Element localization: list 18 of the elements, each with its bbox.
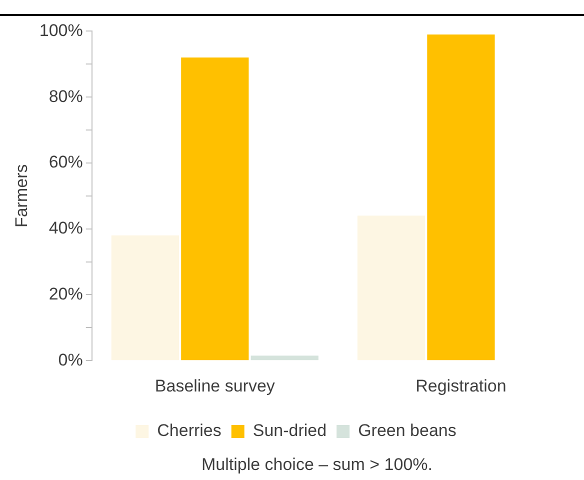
bar bbox=[181, 58, 249, 360]
y-tick-label: 60% bbox=[48, 152, 83, 172]
bar bbox=[357, 216, 426, 360]
legend-label: Green beans bbox=[358, 421, 456, 440]
bar bbox=[427, 34, 495, 360]
legend-label: Sun-dried bbox=[252, 421, 327, 440]
y-tick-label: 100% bbox=[39, 20, 83, 40]
legend-label: Cherries bbox=[157, 421, 222, 440]
x-tick-label: Registration bbox=[416, 376, 506, 396]
y-tick-label: 40% bbox=[48, 218, 83, 238]
y-tick-label: 0% bbox=[58, 350, 83, 370]
x-tick-label: Baseline survey bbox=[154, 376, 276, 396]
y-tick-label: 80% bbox=[48, 86, 83, 106]
bar bbox=[111, 235, 180, 360]
bar bbox=[250, 356, 318, 360]
text: Multiple choice – sum > 100%. bbox=[200, 455, 434, 475]
y-tick-label: 20% bbox=[48, 284, 83, 304]
y-axis-title: Farmers bbox=[12, 164, 31, 228]
